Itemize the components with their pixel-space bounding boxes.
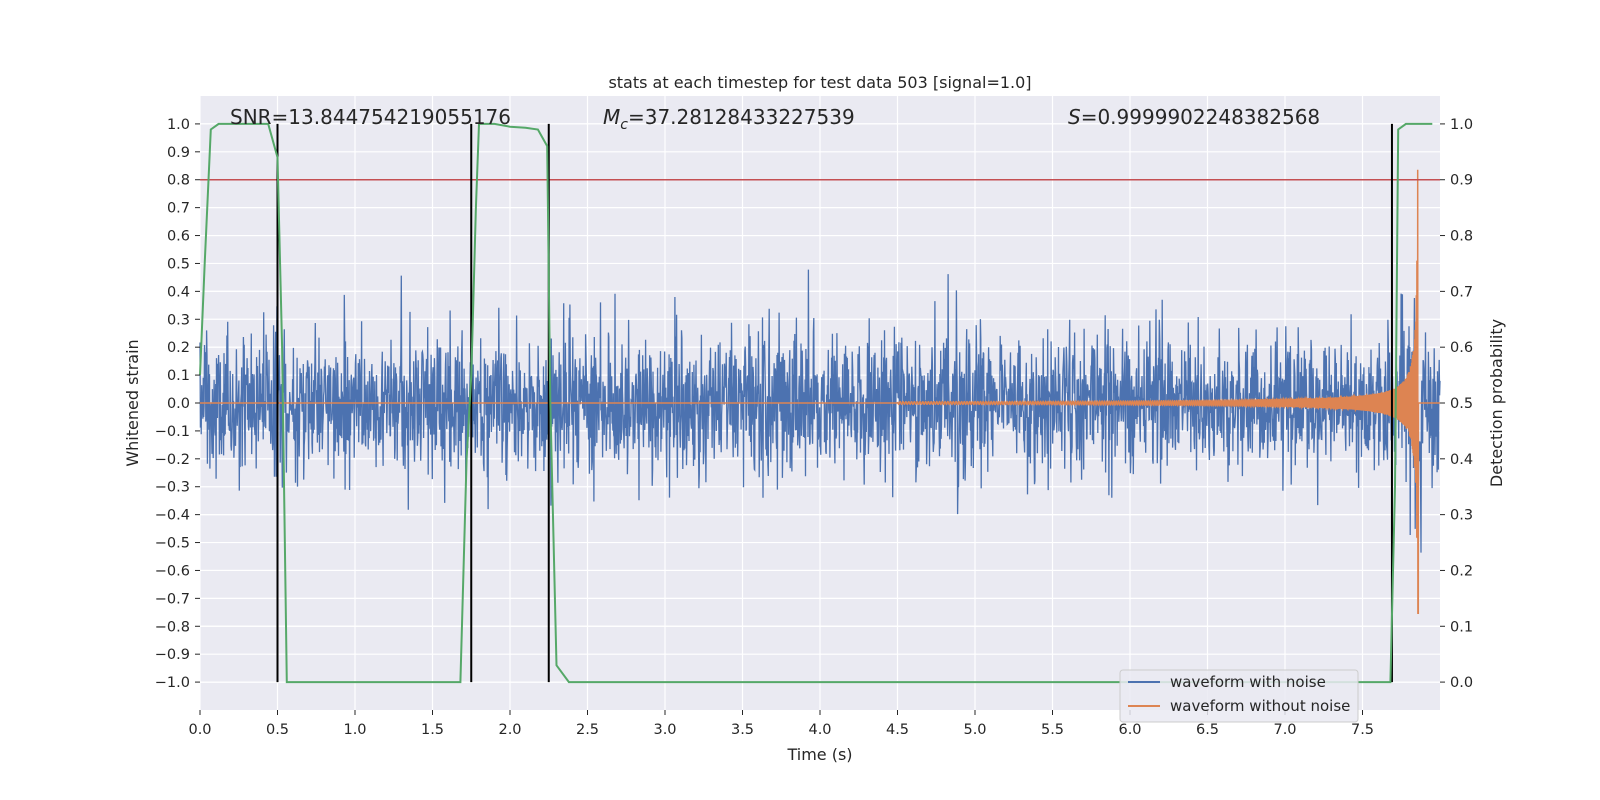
- waveform-with-noise: [199, 269, 1441, 553]
- x-tick-label: 1.5: [421, 722, 444, 738]
- s-value: =0.9999902248382568: [1081, 105, 1320, 129]
- x-tick-label: 7.5: [1351, 722, 1374, 738]
- x-tick-label: 0.0: [188, 722, 211, 738]
- mc-value: =37.28128433227539: [628, 105, 855, 129]
- waveform-without-noise: [896, 169, 1422, 614]
- legend-clean-label: waveform without noise: [1170, 697, 1350, 715]
- y2-tick-label: 0.0: [1450, 675, 1473, 691]
- s-symbol: S: [1068, 105, 1081, 129]
- snr-annotation: SNR=13.844754219055176: [230, 105, 511, 129]
- x-tick-label: 0.5: [266, 722, 289, 738]
- x-tick-label: 3.0: [653, 722, 676, 738]
- x-tick-label: 7.0: [1273, 722, 1296, 738]
- chart-title: stats at each timestep for test data 503…: [608, 73, 1031, 92]
- y-tick-label: 0.2: [167, 340, 190, 356]
- probability-series: [199, 122, 1433, 684]
- y2-tick-label: 0.3: [1450, 508, 1473, 524]
- y-tick-label: 0.4: [167, 284, 190, 300]
- x-tick-label: 3.5: [731, 722, 754, 738]
- x-tick-label: 1.0: [343, 722, 366, 738]
- x-axis-label: Time (s): [786, 745, 852, 764]
- y-tick-label: 0.7: [167, 201, 190, 217]
- y-tick-label: 0.8: [167, 173, 190, 189]
- mc-symbol: M: [603, 105, 620, 129]
- y-tick-label: 0.1: [167, 368, 190, 384]
- y2-tick-label: 0.1: [1450, 619, 1473, 635]
- y-tick-label: 1.0: [167, 117, 190, 133]
- mc-subscript: c: [620, 117, 628, 133]
- y2-tick-label: 0.2: [1450, 563, 1473, 579]
- y2-tick-label: 0.8: [1450, 229, 1473, 245]
- score-annotation: S=0.9999902248382568: [1068, 105, 1320, 129]
- y-tick-label: −0.7: [155, 591, 190, 607]
- legend-box: [1119, 669, 1359, 723]
- detection-probability-line: [199, 122, 1433, 684]
- y2-tick-label: 0.4: [1450, 452, 1473, 468]
- y2-tick-label: 0.6: [1450, 340, 1473, 356]
- y2-tick-label: 0.9: [1450, 173, 1473, 189]
- y-tick-label: 0.6: [167, 229, 190, 245]
- y2-tick-label: 0.5: [1450, 396, 1473, 412]
- y-tick-label: −0.9: [155, 647, 190, 663]
- legend-noise-label: waveform with noise: [1170, 673, 1326, 691]
- x-tick-label: 4.0: [808, 722, 831, 738]
- chirp-mass-annotation: Mc=37.28128433227539: [603, 105, 855, 133]
- y-tick-label: −1.0: [155, 675, 190, 691]
- y-tick-label: −0.2: [155, 452, 190, 468]
- y-axis-label: Whitened strain: [123, 339, 142, 466]
- y2-tick-label: 0.7: [1450, 284, 1473, 300]
- x-tick-label: 5.5: [1041, 722, 1064, 738]
- y-tick-label: 0.5: [167, 256, 190, 272]
- y2-axis-label: Detection probability: [1487, 319, 1506, 487]
- y-tick-label: −0.8: [155, 619, 190, 635]
- y-tick-label: 0.9: [167, 145, 190, 161]
- y2-tick-label: 1.0: [1450, 117, 1473, 133]
- x-tick-label: 4.5: [886, 722, 909, 738]
- y-tick-label: −0.4: [155, 508, 190, 524]
- ticks: 0.0 0.5 1.0 1.5 2.0 2.5 3.0 3.5 4.0 4.5 5.0 5.5 6.0 6…: [155, 117, 1473, 738]
- y-tick-label: −0.5: [155, 536, 190, 552]
- y-tick-label: 0.3: [167, 312, 190, 328]
- y-tick-label: −0.1: [155, 424, 190, 440]
- noise-series: [199, 269, 1441, 553]
- y-tick-label: −0.6: [155, 563, 190, 579]
- x-tick-label: 6.0: [1118, 722, 1141, 738]
- y-tick-label: −0.3: [155, 480, 190, 496]
- legend: waveform with noise waveform without noi…: [1119, 669, 1359, 723]
- x-tick-label: 5.0: [963, 722, 986, 738]
- x-tick-label: 6.5: [1196, 722, 1219, 738]
- x-tick-label: 2.0: [498, 722, 521, 738]
- y-tick-label: 0.0: [167, 396, 190, 412]
- x-tick-label: 2.5: [576, 722, 599, 738]
